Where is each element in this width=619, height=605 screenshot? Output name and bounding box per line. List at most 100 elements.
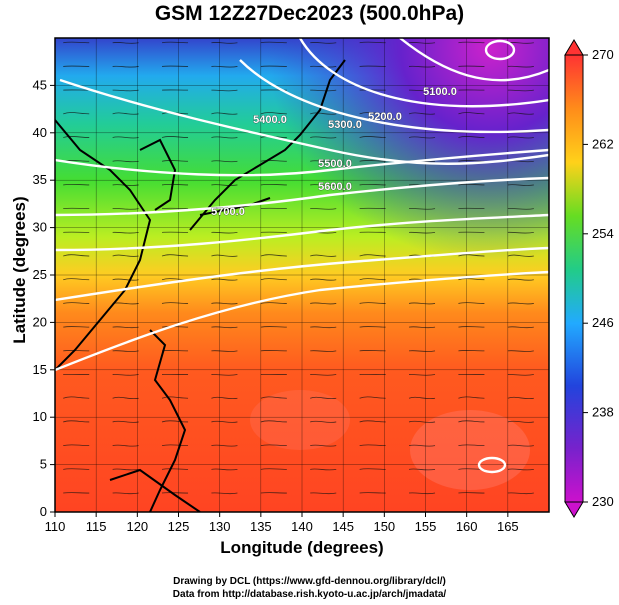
streamline <box>409 231 436 234</box>
x-tick-label: 135 <box>250 519 272 534</box>
streamline <box>112 208 139 210</box>
streamline <box>161 254 189 257</box>
colorbar-tick-label: 246 <box>592 315 614 330</box>
streamline <box>507 184 534 186</box>
streamline <box>408 136 436 139</box>
streamline <box>112 374 139 376</box>
colorbar-min-arrow <box>564 501 584 518</box>
streamline <box>310 444 337 447</box>
streamline <box>310 350 337 352</box>
streamline <box>310 136 337 139</box>
streamline <box>260 444 287 447</box>
streamline <box>310 41 337 44</box>
streamline <box>211 160 238 163</box>
contour-line <box>239 59 549 134</box>
streamline <box>260 302 287 304</box>
streamline <box>211 278 238 281</box>
x-tick-label: 155 <box>415 519 437 534</box>
contour-label: 5200.0 <box>368 111 402 123</box>
x-tick-label: 150 <box>373 519 395 534</box>
streamline <box>63 136 90 138</box>
streamline <box>260 396 287 399</box>
streamline <box>211 444 238 447</box>
streamline <box>211 350 238 352</box>
streamline <box>161 183 189 186</box>
closed-contour <box>477 456 507 474</box>
streamline <box>63 112 90 115</box>
streamline <box>310 65 337 68</box>
streamline <box>408 302 436 305</box>
streamline <box>408 396 436 400</box>
streamline <box>507 136 534 139</box>
y-tick-label: 35 <box>33 172 47 187</box>
streamline <box>359 468 386 470</box>
streamline <box>507 420 534 423</box>
streamline <box>310 89 337 92</box>
streamline <box>112 65 139 68</box>
streamline <box>458 41 485 44</box>
coastline-segment <box>139 138 177 211</box>
streamline <box>161 159 189 162</box>
streamline <box>112 89 139 92</box>
streamline <box>408 468 436 471</box>
x-axis-ticks: 110 115 120 125 130 135 140 145 150 155 160 165 <box>45 512 519 534</box>
contour-label: 5300.0 <box>328 119 362 131</box>
streamline <box>310 112 337 115</box>
streamline <box>310 468 337 471</box>
streamline <box>507 492 534 495</box>
streamline <box>63 302 90 304</box>
streamline <box>458 326 485 328</box>
coastline-segment <box>199 197 271 216</box>
streamline <box>112 396 139 400</box>
streamline <box>458 159 485 162</box>
streamline <box>260 41 287 44</box>
streamline <box>211 136 238 139</box>
streamline <box>310 420 337 423</box>
contour-line <box>55 176 549 217</box>
x-tick-label: 125 <box>168 519 190 534</box>
streamline <box>408 420 436 423</box>
streamline <box>211 420 238 423</box>
streamline <box>112 254 139 257</box>
y-tick-label: 10 <box>33 409 47 424</box>
streamline <box>408 112 436 115</box>
streamline <box>211 65 238 68</box>
streamline <box>458 302 485 304</box>
streamline <box>507 112 534 115</box>
streamline <box>112 112 139 115</box>
x-tick-label: 130 <box>209 519 231 534</box>
streamline <box>507 326 534 329</box>
streamline <box>359 183 386 186</box>
streamline <box>260 112 287 115</box>
streamline <box>359 396 386 399</box>
colorbar-tick-label: 270 <box>592 47 614 62</box>
streamline <box>63 326 90 328</box>
streamline <box>507 468 534 471</box>
streamline <box>63 468 90 470</box>
contour-line <box>399 38 549 82</box>
streamline <box>408 444 436 447</box>
streamline <box>310 374 337 376</box>
streamline <box>310 160 337 163</box>
streamline <box>260 183 287 186</box>
streamline <box>112 420 139 423</box>
streamline <box>161 444 189 447</box>
credit-drawing: Drawing by DCL (https://www.gfd-dennou.o… <box>173 576 446 587</box>
streamline <box>507 65 534 68</box>
streamline <box>211 184 238 186</box>
streamline <box>507 350 534 352</box>
streamline <box>260 278 287 281</box>
x-axis-label: Longitude (degrees) <box>220 538 384 557</box>
colorbar-max-arrow <box>564 39 584 56</box>
streamline <box>507 278 534 281</box>
streamline <box>507 444 534 447</box>
streamline <box>112 350 139 352</box>
contour-line <box>55 270 549 372</box>
streamline <box>310 278 337 281</box>
contour-label: 5400.0 <box>253 114 287 126</box>
streamline <box>211 396 238 400</box>
streamline <box>63 183 90 186</box>
streamline <box>211 492 238 495</box>
streamline <box>507 231 534 234</box>
